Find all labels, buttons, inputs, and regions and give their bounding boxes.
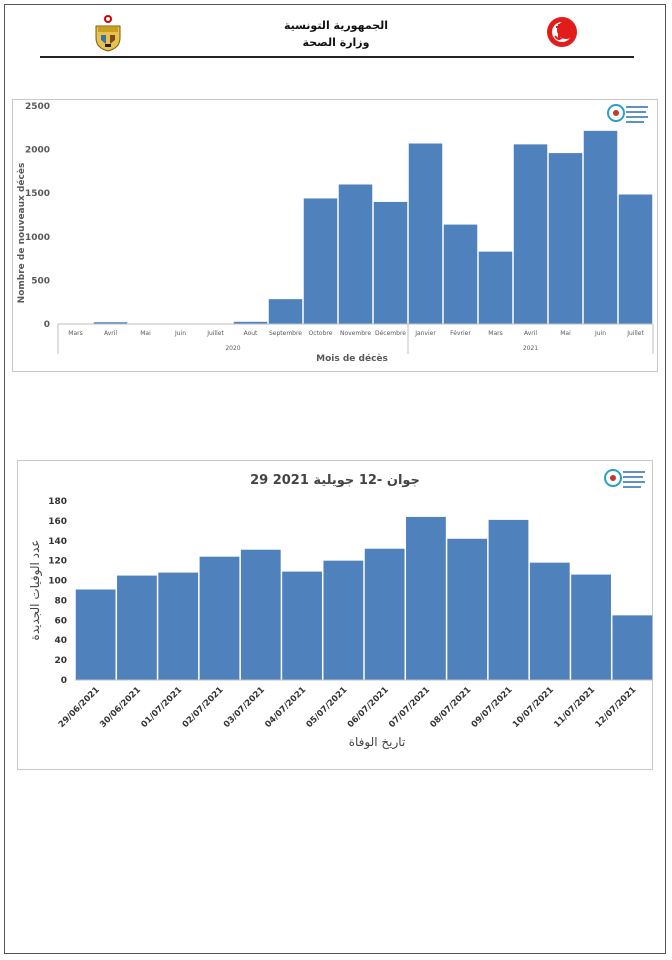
page-border [4,4,666,954]
chart-1-x-tick-label: Février [450,330,471,337]
chart-1: Nombre de nouveaux décès Mois de décès 0… [16,102,654,364]
chart-1-x-tick-label: Mars [488,330,502,337]
chart-1-bar [373,201,408,324]
chart-1-x-tick-label: Décembre [375,330,406,337]
chart-1-bar [303,198,338,324]
chart-1-y-tick-label: 2000 [25,146,50,156]
chart-2-x-tick-label: 10/07/2021 [511,685,556,730]
chart-2: 29 جوان -12 جويلية 2021 عدد الوفيات الجد… [28,469,653,750]
chart-2-x-axis-label: تاريخ الوفاة [349,735,406,750]
chart-1-bar [548,153,583,324]
chart-2-y-tick-label: 80 [54,596,67,606]
chart-2-bar [199,556,240,680]
chart-2-x-tick-label: 06/07/2021 [346,685,391,730]
chart-2-bar [158,572,199,680]
chart-2-y-tick-label: 160 [48,517,67,527]
chart-2-bar [488,519,529,680]
chart-2-bar [406,516,446,680]
chart-1-x-tick-label: Septembre [269,330,302,337]
chart-1-x-tick-label: Avril [104,330,117,337]
chart-1-bar [443,224,478,324]
chart-2-bar [447,538,488,680]
chart-1-bar [583,130,618,324]
chart-1-y-tick-label: 1500 [25,189,50,199]
chart-1-bar [233,321,268,324]
chart-1-y-axis-label: Nombre de nouveaux décès [16,163,27,304]
chart-2-bar [323,560,364,680]
chart-2-x-tick-label: 07/07/2021 [387,685,432,730]
chart-1-bar [513,144,548,324]
chart-1-x-tick-label: Octobre [309,330,333,337]
chart-1-bar [338,184,373,324]
chart-2-x-tick-label: 08/07/2021 [428,685,473,730]
chart-1-x-tick-label: Juillet [206,330,224,337]
chart-1-y-tick-label: 1000 [25,233,50,243]
chart-2-x-tick-label: 30/06/2021 [98,685,143,730]
institute-logo [604,469,645,488]
chart-2-y-tick-label: 100 [48,577,67,587]
chart-1-x-tick-label: Mai [140,330,151,337]
chart-2-y-tick-label: 0 [61,676,67,686]
chart-1-bar [478,251,513,324]
chart-2-y-tick-label: 180 [48,497,67,507]
chart-1-x-tick-label: Novembre [340,330,371,337]
chart-2-y-tick-label: 20 [54,656,67,666]
chart-2-x-tick-label: 12/07/2021 [594,685,639,730]
chart-1-x-tick-label: Aout [244,330,258,337]
chart-2-y-tick-label: 120 [48,557,67,567]
chart-2-y-tick-label: 60 [54,616,67,626]
chart-1-x-tick-label: Janvier [414,330,436,337]
chart-2-bar [364,548,405,680]
chart-1-x-tick-label: Avril [524,330,537,337]
chart-2-bar [75,589,116,680]
chart-2-bar [571,574,611,680]
chart-2-bar [529,562,570,680]
chart-2-x-tick-label: 04/07/2021 [263,685,308,730]
header-divider [40,56,634,58]
chart-2-y-tick-label: 40 [54,636,67,646]
chart-1-x-tick-label: Mai [560,330,571,337]
chart-2-y-tick-label: 140 [48,537,67,547]
chart-2-x-tick-label: 01/07/2021 [139,685,184,730]
chart-2-bar [612,615,653,680]
chart-1-group-label: 2020 [225,345,240,352]
chart-1-bar [618,194,653,324]
chart-2-x-tick-label: 02/07/2021 [181,685,226,730]
chart-1-x-tick-label: Mars [68,330,82,337]
chart-2-x-tick-label: 29/06/2021 [57,685,102,730]
crescent-anchor-logo [547,17,577,47]
chart-2-x-tick-label: 11/07/2021 [552,685,597,730]
chart-2-x-tick-label: 09/07/2021 [470,685,515,730]
chart-1-y-tick-label: 500 [31,276,50,286]
chart-2-bar [240,549,281,680]
chart-1-y-tick-label: 0 [44,320,50,330]
tunisia-coat-of-arms-logo [95,15,121,52]
chart-1-x-tick-label: Juin [594,330,606,337]
chart-1-y-tick-label: 2500 [25,102,50,112]
chart-1-bar [268,299,303,324]
chart-2-title: 29 جوان -12 جويلية 2021 [250,473,420,488]
chart-1-x-axis-label: Mois de décès [316,353,388,364]
chart-2-bar [282,571,322,680]
chart-1-bar [408,143,443,324]
chart-1-x-tick-label: Juillet [626,330,644,337]
chart-1-bar [93,322,128,324]
chart-2-x-tick-label: 03/07/2021 [222,685,267,730]
chart-2-bar [117,575,157,680]
chart-2-y-axis-label: عدد الوفيات الجديدة [28,540,43,641]
header-country: الجمهورية التونسية [283,19,389,32]
chart-1-group-label: 2021 [523,345,538,352]
header-ministry: وزارة الصحة [302,36,370,49]
chart-1-x-tick-label: Juin [174,330,186,337]
chart-2-x-tick-label: 05/07/2021 [305,685,350,730]
institute-logo [607,104,648,123]
